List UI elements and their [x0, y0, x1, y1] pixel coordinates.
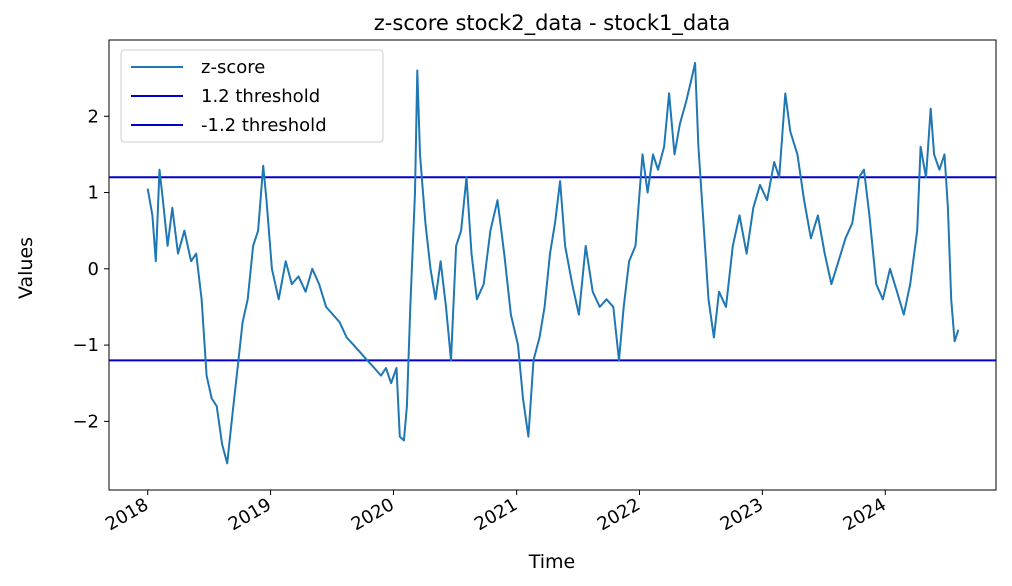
- legend-label: -1.2 threshold: [201, 115, 327, 136]
- plot-area: [108, 39, 997, 491]
- y-tick-label: −1: [72, 335, 99, 356]
- threshold-lines: [109, 176, 996, 362]
- x-tick-label: 2024: [840, 494, 890, 535]
- y-tick-label: 0: [88, 259, 99, 280]
- x-tick-label: 2018: [102, 494, 152, 535]
- y-tick-label: 1: [88, 183, 99, 204]
- legend-label: z-score: [201, 57, 265, 78]
- x-tick-label: 2023: [717, 494, 767, 535]
- x-tick-label: 2020: [348, 494, 398, 535]
- x-tick-label: 2019: [225, 494, 275, 535]
- x-axis-ticks: 2018 2019 2020 2021 2022 2023 2024: [102, 490, 890, 535]
- series-line-z-score: [146, 61, 960, 465]
- y-axis-ticks: −2 −1 0 1 2: [72, 106, 109, 432]
- x-tick-label: 2022: [594, 494, 644, 535]
- plot-frame: [108, 39, 997, 491]
- legend: z-score 1.2 threshold -1.2 threshold: [120, 49, 384, 143]
- legend-box: [120, 49, 384, 143]
- legend-label: 1.2 threshold: [201, 86, 320, 107]
- y-tick-label: −2: [72, 411, 99, 432]
- chart-title: z-score stock2_data - stock1_data: [374, 11, 730, 36]
- y-axis-label: Values: [15, 237, 37, 299]
- y-tick-label: 2: [88, 106, 99, 127]
- x-tick-label: 2021: [471, 494, 521, 535]
- x-axis-label: Time: [528, 551, 576, 573]
